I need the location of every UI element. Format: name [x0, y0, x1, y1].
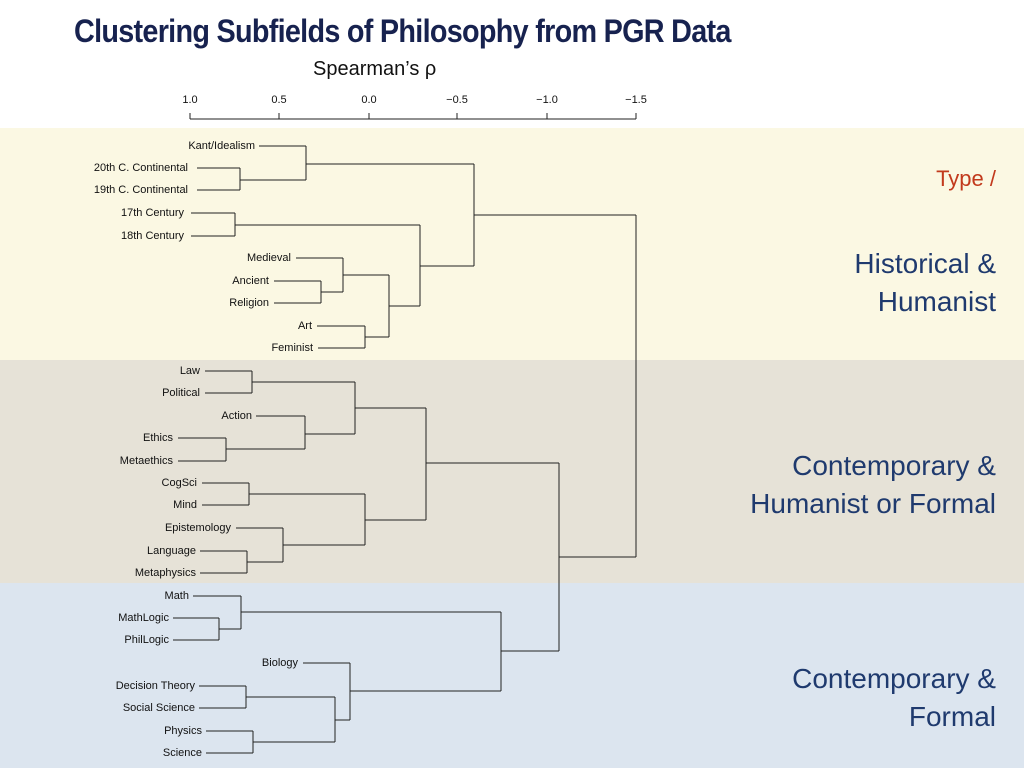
historical-humanist-band — [0, 128, 1024, 360]
contemporary-humanist-formal-band — [0, 360, 1024, 583]
leaf-label: CogSci — [161, 477, 197, 489]
historical-humanist-label: Historical & Humanist — [854, 245, 996, 321]
leaf-label: 20th C. Continental — [93, 162, 188, 174]
leaf-label: Metaethics — [119, 455, 173, 467]
leaf-label: Religion — [229, 297, 269, 309]
leaf-label: Decision Theory — [115, 680, 195, 692]
axis-tick-label: −1.0 — [536, 94, 558, 106]
leaf-label: Metaphysics — [134, 567, 196, 579]
leaf-label: Epistemology — [164, 522, 231, 534]
leaf-label: 18th Century — [121, 230, 184, 242]
leaf-label: Biology — [261, 657, 298, 669]
leaf-label: 19th C. Continental — [93, 184, 188, 196]
leaf-label: Action — [221, 410, 252, 422]
type-label: Type / — [936, 166, 996, 191]
group-label-line: Humanist — [877, 286, 996, 317]
leaf-label: 17th Century — [121, 207, 184, 219]
axis-line — [189, 113, 637, 120]
axis-tick-label: 0.5 — [271, 94, 287, 106]
leaf-label: Math — [164, 590, 189, 602]
group-label-line: Contemporary & — [792, 663, 996, 694]
contemporary-formal-label: Contemporary & Formal — [792, 660, 996, 736]
contemporary-humanist-formal-label: Contemporary & Humanist or Formal — [750, 447, 996, 523]
leaf-label: Medieval — [246, 252, 291, 264]
leaf-label: Social Science — [122, 702, 195, 714]
leaf-label: Art — [297, 320, 312, 332]
group-label-line: Humanist or Formal — [750, 488, 996, 519]
leaf-label: Political — [162, 387, 200, 399]
axis-tick-label: −0.5 — [446, 94, 468, 106]
leaf-label: Language — [147, 545, 196, 557]
slide-title: Clustering Subfields of Philosophy from … — [74, 13, 731, 49]
leaf-label: PhilLogic — [124, 634, 169, 646]
axis-tick-label: 0.0 — [361, 94, 377, 106]
leaf-label: Science — [162, 747, 202, 759]
leaf-label: Mind — [173, 499, 197, 511]
axis-tick-label: 1.0 — [182, 94, 198, 106]
group-label-line: Formal — [908, 701, 996, 732]
group-label-line: Historical & — [854, 248, 996, 279]
dendrogram-branches — [173, 145, 637, 754]
leaf-label: MathLogic — [118, 612, 169, 624]
axis-tick-label: −1.5 — [625, 94, 647, 106]
contemporary-formal-band — [0, 583, 1024, 768]
leaf-label: Ethics — [143, 432, 173, 444]
leaf-label: Kant/Idealism — [188, 140, 255, 152]
group-label-line: Contemporary & — [792, 450, 996, 481]
leaf-label: Ancient — [232, 275, 269, 287]
leaf-label: Law — [179, 365, 200, 377]
leaf-label: Feminist — [271, 342, 313, 354]
leaf-label: Physics — [164, 725, 202, 737]
axis-title: Spearman’s ρ — [313, 58, 437, 80]
